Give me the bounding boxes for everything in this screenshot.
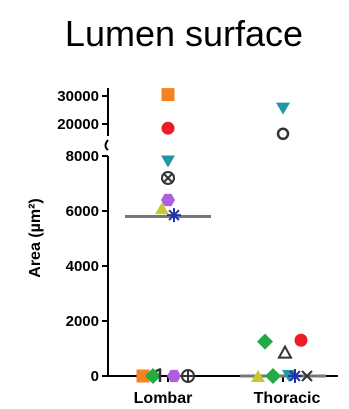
data-point-circle-open [276, 127, 290, 141]
data-point-hexagon-filled [167, 369, 181, 383]
data-point-circle-plus [181, 369, 195, 383]
data-point-hexagon-filled [161, 193, 175, 207]
median-lines [125, 215, 326, 378]
axis-break-mark [104, 139, 109, 151]
data-point-square-filled [136, 369, 150, 383]
data-point-asterisk [167, 208, 181, 223]
data-point-triangle-filled [251, 370, 265, 382]
data-point-triangle-down-filled [161, 155, 175, 168]
y-tick-label: 30000 [57, 88, 99, 105]
data-point-diamond-filled [265, 368, 281, 384]
data-point-diamond-filled [145, 368, 161, 384]
y-tick-label: 0 [91, 368, 99, 385]
data-point-triangle-down-filled [276, 102, 290, 115]
data-point-circle-filled [294, 333, 308, 347]
chart-title: Lumen surface [65, 13, 303, 54]
y-tick-label: 8000 [66, 148, 99, 165]
y-tick-label: 4000 [66, 258, 99, 275]
y-tick-label: 2000 [66, 313, 99, 330]
y-tick-label: 6000 [66, 203, 99, 220]
data-point-asterisk [288, 369, 302, 383]
y-tick-label: 20000 [57, 116, 99, 133]
data-point-x-mark [301, 370, 313, 382]
x-category-lombar: Lombar [134, 390, 193, 407]
data-points [136, 88, 313, 384]
y-axis-label: Area (µm²) [27, 198, 44, 277]
data-point-square-filled [161, 88, 175, 102]
data-point-tick-mark [155, 367, 162, 382]
data-point-triangle-filled [155, 202, 169, 215]
data-point-diamond-filled [257, 333, 273, 350]
data-point-circle-x [161, 171, 175, 185]
y-ticks: 0 2000 4000 6000 8000 20000 30000 [57, 88, 108, 385]
data-point-circle-filled [161, 121, 175, 135]
data-point-triangle-open [277, 344, 293, 359]
x-category-thoracic: Thoracic [254, 390, 321, 407]
